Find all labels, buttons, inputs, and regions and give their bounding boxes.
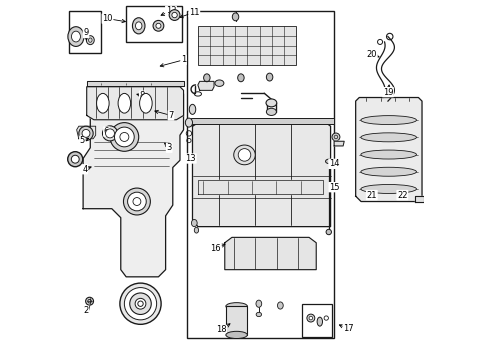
Text: 14: 14 <box>328 159 339 168</box>
Text: 11: 11 <box>189 8 199 17</box>
Polygon shape <box>198 180 323 194</box>
Ellipse shape <box>237 74 244 82</box>
Polygon shape <box>86 81 183 86</box>
Text: 8: 8 <box>139 91 144 100</box>
Ellipse shape <box>105 129 114 138</box>
Text: 4: 4 <box>82 165 87 174</box>
Ellipse shape <box>325 159 331 163</box>
Ellipse shape <box>85 297 93 305</box>
Ellipse shape <box>225 331 247 338</box>
Ellipse shape <box>171 12 177 18</box>
Ellipse shape <box>135 22 142 30</box>
Polygon shape <box>198 81 214 90</box>
Ellipse shape <box>194 227 198 233</box>
Ellipse shape <box>120 283 161 324</box>
Ellipse shape <box>360 133 416 142</box>
Ellipse shape <box>214 80 224 86</box>
Polygon shape <box>192 121 330 226</box>
Ellipse shape <box>156 23 161 28</box>
Ellipse shape <box>96 93 109 113</box>
Bar <box>225 306 247 335</box>
Bar <box>198 26 296 65</box>
Text: 16: 16 <box>210 244 221 253</box>
Text: 7: 7 <box>168 111 173 120</box>
Polygon shape <box>333 141 344 146</box>
Ellipse shape <box>71 31 80 42</box>
Polygon shape <box>77 126 96 139</box>
Text: 13: 13 <box>185 154 196 163</box>
Bar <box>69 12 101 53</box>
Ellipse shape <box>123 188 150 215</box>
Ellipse shape <box>110 123 139 151</box>
Polygon shape <box>86 87 183 120</box>
Ellipse shape <box>233 145 255 165</box>
Ellipse shape <box>71 155 79 163</box>
Ellipse shape <box>129 293 151 315</box>
Ellipse shape <box>325 229 331 235</box>
Text: 2: 2 <box>83 306 88 315</box>
Polygon shape <box>83 89 183 277</box>
Bar <box>301 305 332 337</box>
Ellipse shape <box>255 300 261 307</box>
Ellipse shape <box>308 316 312 320</box>
Text: 19: 19 <box>382 87 392 96</box>
Ellipse shape <box>265 99 276 107</box>
Ellipse shape <box>191 220 197 226</box>
Ellipse shape <box>225 303 247 310</box>
Ellipse shape <box>67 152 82 167</box>
Polygon shape <box>224 237 316 270</box>
Text: 5: 5 <box>80 136 85 145</box>
Ellipse shape <box>153 21 163 31</box>
Ellipse shape <box>238 149 250 161</box>
Ellipse shape <box>360 167 416 176</box>
Text: 6: 6 <box>103 127 109 136</box>
Ellipse shape <box>266 73 272 81</box>
Text: 10: 10 <box>102 14 113 23</box>
Ellipse shape <box>127 192 146 211</box>
Ellipse shape <box>135 298 145 309</box>
Ellipse shape <box>189 104 195 114</box>
Ellipse shape <box>79 126 93 140</box>
Bar <box>187 12 333 338</box>
Bar <box>190 118 333 125</box>
Ellipse shape <box>306 314 314 322</box>
Ellipse shape <box>185 118 192 127</box>
Ellipse shape <box>277 302 283 309</box>
Bar <box>126 6 182 42</box>
Ellipse shape <box>124 288 156 320</box>
Ellipse shape <box>331 133 339 141</box>
Text: 20: 20 <box>366 50 376 59</box>
Ellipse shape <box>132 18 144 34</box>
Polygon shape <box>414 196 423 202</box>
Ellipse shape <box>360 184 416 193</box>
Ellipse shape <box>139 93 152 113</box>
Ellipse shape <box>360 116 416 125</box>
Ellipse shape <box>169 10 180 21</box>
Text: 12: 12 <box>165 6 176 15</box>
Ellipse shape <box>86 36 94 45</box>
Ellipse shape <box>360 150 416 159</box>
Ellipse shape <box>82 130 90 137</box>
Ellipse shape <box>118 93 130 113</box>
Ellipse shape <box>203 74 210 82</box>
Ellipse shape <box>256 312 261 317</box>
Ellipse shape <box>232 13 238 21</box>
Text: 22: 22 <box>396 190 407 199</box>
Text: 21: 21 <box>366 190 376 199</box>
Ellipse shape <box>114 127 134 147</box>
Text: 1: 1 <box>181 55 186 64</box>
Ellipse shape <box>102 126 117 141</box>
Text: 15: 15 <box>328 183 339 192</box>
Ellipse shape <box>317 317 322 326</box>
Ellipse shape <box>68 27 84 46</box>
Polygon shape <box>355 98 421 202</box>
Text: 9: 9 <box>83 28 88 37</box>
Text: 18: 18 <box>215 325 226 334</box>
Text: 17: 17 <box>343 324 353 333</box>
Text: 3: 3 <box>166 143 171 152</box>
Ellipse shape <box>266 108 276 116</box>
